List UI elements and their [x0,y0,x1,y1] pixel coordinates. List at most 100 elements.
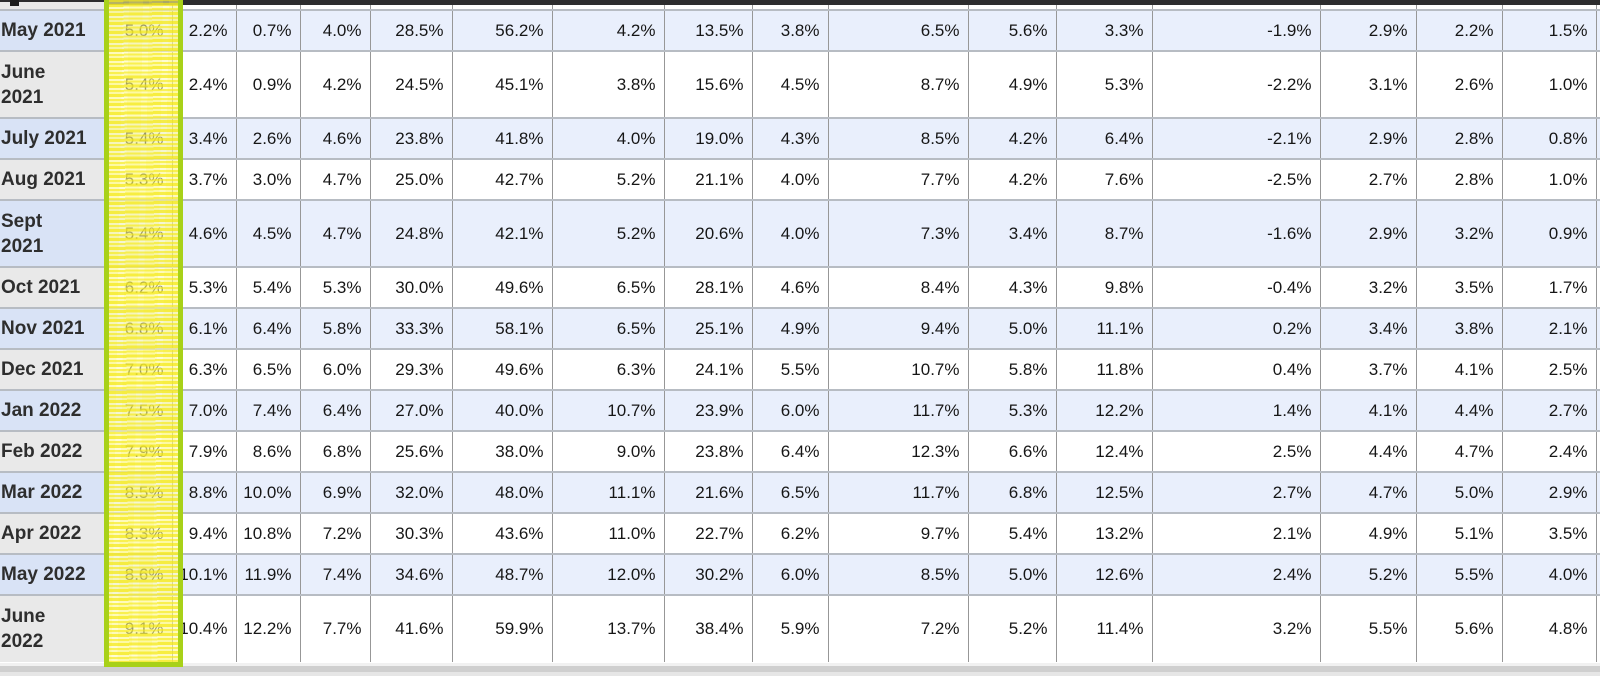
table-cell: 3.4% [1319,307,1416,349]
table-cell: 6.5% [827,9,968,51]
table-cell: 5.5% [1415,553,1502,595]
table-cell: 7.6% [1055,158,1152,200]
table-cell: 48.0% [451,471,552,513]
table-cell: 3.7% [1319,348,1416,390]
clipped-header-row-dark-band [105,0,1600,5]
table-cell: 45.1% [451,50,552,118]
table-cell: 41.6% [369,594,452,662]
table-cell: 4.0% [751,158,828,200]
table-row: Aug 2021 5.3% 3.7% 3.0% 4.7% 25.0% 42.7% 5.2% 21… [0,158,1600,200]
table-cell: 3.0% [235,158,300,200]
table-cell: 20.6% [663,199,752,267]
clipped-column-cell [1595,348,1600,390]
table-cell: 6.4% [751,430,828,472]
table-cell: 4.9% [1319,512,1416,554]
clipped-cell [827,0,968,10]
table-cell: 32.0% [369,471,452,513]
table-cell: -2.2% [1151,50,1320,118]
table-cell: 3.5% [1501,512,1596,554]
table-cell: 5.1% [1415,512,1502,554]
table-cell: 4.4% [1319,430,1416,472]
table-cell: 3.5% [1415,266,1502,308]
table-cell: 43.6% [451,512,552,554]
clipped-column-cell [1595,430,1600,472]
table-cell: 2.6% [235,117,300,159]
table-cell: 2.1% [1501,307,1596,349]
row-label: Nov 2021 [0,307,105,349]
table-cell: 21.6% [663,471,752,513]
table-cell: 2.4% [171,50,236,118]
table-cell: 5.2% [967,594,1056,662]
table-cell: 2.7% [1151,471,1320,513]
table-cell: 7.7% [299,594,370,662]
table-cell: 4.0% [299,9,370,51]
table-cell: 12.2% [1055,389,1152,431]
table-cell: 2.7% [1319,158,1416,200]
table-cell: 3.8% [1415,307,1502,349]
table-cell: 4.2% [967,158,1056,200]
table-cell: 9.7% [827,512,968,554]
table-cell: 2.6% [1415,50,1502,118]
table-cell: -1.9% [1151,9,1320,51]
table-cell: 4.0% [1501,553,1596,595]
data-table: May 2021 5.0% 2.2% 0.7% 4.0% 28.5% 56.2% 4.2% 13… [0,0,1600,662]
table-cell: 0.7% [235,9,300,51]
table-cell: 4.5% [235,199,300,267]
table-cell: 0.2% [1151,307,1320,349]
table-cell: 11.7% [827,389,968,431]
table-cell: 4.6% [299,117,370,159]
clipped-column-cell [1595,594,1600,662]
highlighted-cell: 6.8% [104,307,172,349]
row-label: Oct 2021 [0,266,105,308]
table-cell: 2.9% [1501,471,1596,513]
table-cell: 25.1% [663,307,752,349]
table-cell: 6.5% [235,348,300,390]
row-label: Dec 2021 [0,348,105,390]
table-cell: 12.6% [1055,553,1152,595]
table-cell: 4.7% [1415,430,1502,472]
table-cell: 7.0% [171,389,236,431]
table-cell: 11.1% [551,471,664,513]
table-cell: 42.1% [451,199,552,267]
table-cell: 41.8% [451,117,552,159]
clipped-cell [1595,0,1600,10]
table-cell: 1.5% [1501,9,1596,51]
table-cell: 8.7% [1055,199,1152,267]
table-cell: 4.7% [299,158,370,200]
table-cell: 4.4% [1415,389,1502,431]
table-cell: 24.1% [663,348,752,390]
table-row: Oct 2021 6.2% 5.3% 5.4% 5.3% 30.0% 49.6% 6.5% 28… [0,266,1600,308]
table-cell: 6.2% [751,512,828,554]
table-cell: 3.2% [1151,594,1320,662]
table-cell: 27.0% [369,389,452,431]
table-cell: 8.4% [827,266,968,308]
highlighted-cell: 7.9% [104,430,172,472]
table-cell: 30.3% [369,512,452,554]
highlighted-cell: 5.0% [104,9,172,51]
highlighted-cell: 8.3% [104,512,172,554]
table-cell: 4.6% [171,199,236,267]
row-label: July 2021 [0,117,105,159]
table-cell: 6.4% [235,307,300,349]
table-cell: -2.1% [1151,117,1320,159]
table-cell: 6.4% [299,389,370,431]
table-cell: 5.6% [967,9,1056,51]
table-cell: 34.6% [369,553,452,595]
clipped-column-cell [1595,199,1600,267]
clipped-text-remnant [10,0,19,6]
clipped-column-cell [1595,553,1600,595]
table-cell: 11.8% [1055,348,1152,390]
table-cell: 11.1% [1055,307,1152,349]
table-cell: 8.5% [827,553,968,595]
table-cell: 10.7% [551,389,664,431]
row-label: May 2022 [0,553,105,595]
table-cell: 3.1% [1319,50,1416,118]
table-cell: 0.8% [1501,117,1596,159]
table-cell: 5.2% [551,199,664,267]
table-row: Feb 2022 7.9% 7.9% 8.6% 6.8% 25.6% 38.0% 9.0% 23… [0,430,1600,472]
row-label: Apr 2022 [0,512,105,554]
highlighted-cell: 8.6% [104,553,172,595]
table-cell: 4.7% [299,199,370,267]
table-cell: 4.9% [751,307,828,349]
